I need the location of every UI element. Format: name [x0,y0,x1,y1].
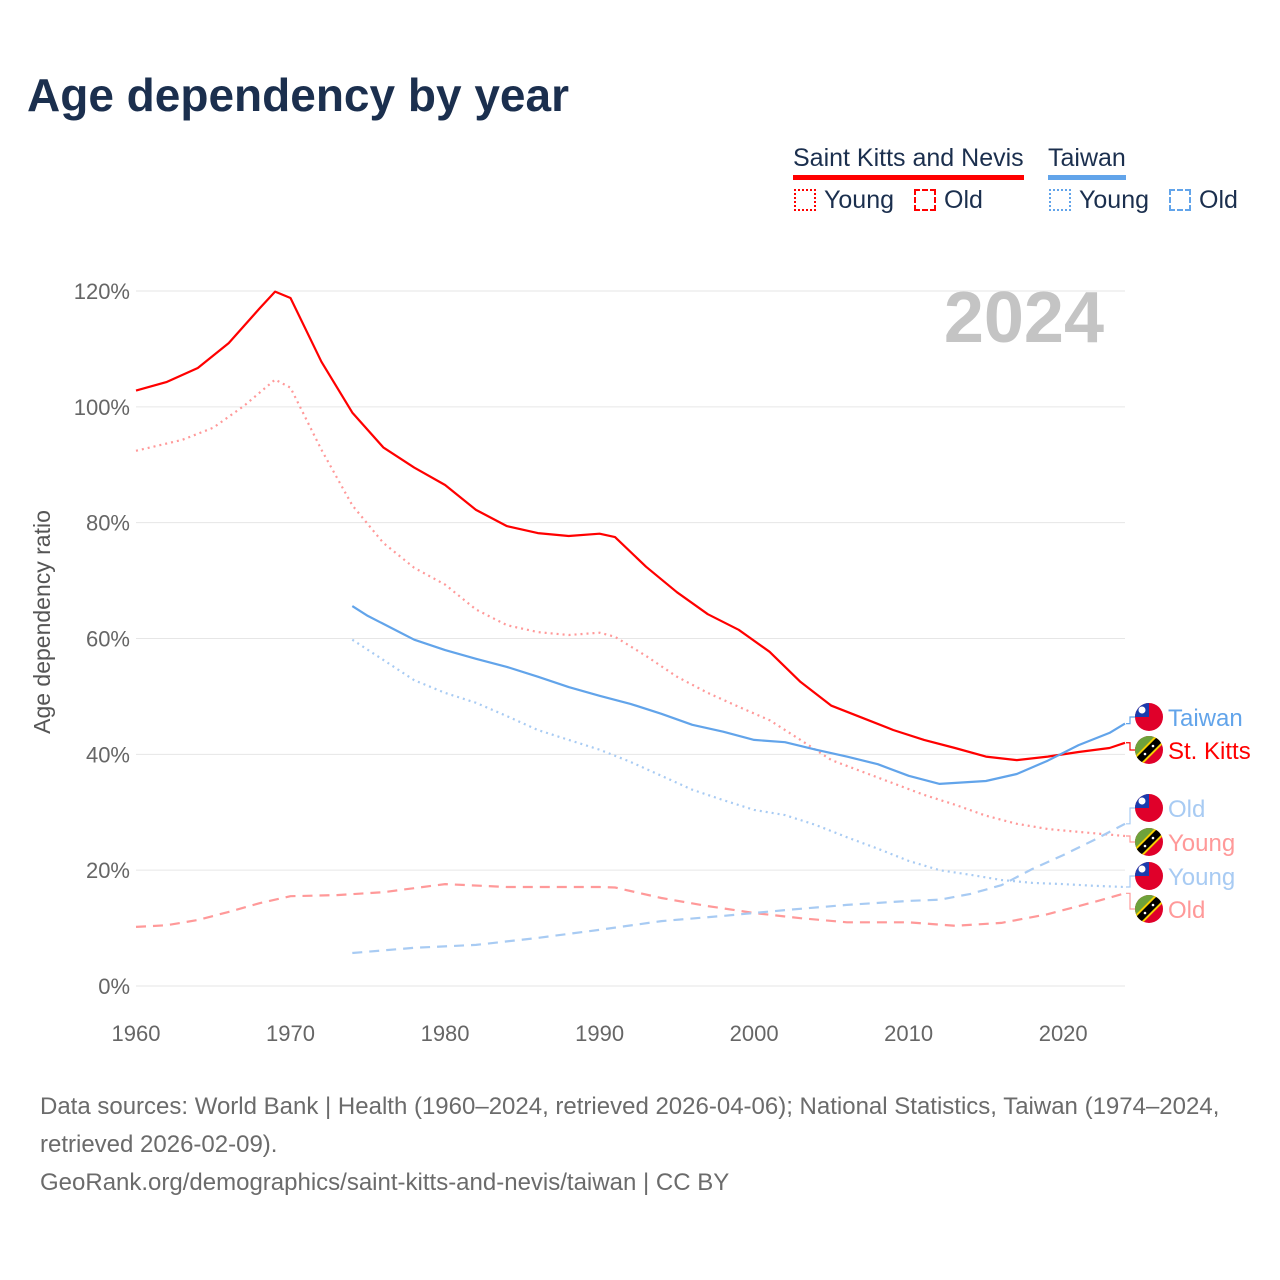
series-line-saint-kitts-and-nevis-young [135,378,1126,838]
y-tick-label: 80% [86,511,130,536]
y-tick-label: 100% [74,395,130,420]
saint-kitts-flag-icon [1133,893,1165,925]
series-line-taiwan-old [352,822,1126,955]
saint-kitts-flag-icon [1133,734,1165,766]
legend-group-taiwan[interactable]: Taiwan [1048,144,1126,180]
series-line-saint-kitts-and-nevis-old [135,883,1126,928]
taiwan-flag-icon [1135,703,1163,731]
y-tick-label: 40% [86,742,130,767]
y-tick-label: 0% [98,974,130,999]
y-tick-label: 120% [74,279,130,304]
taiwan-flag-icon [1135,794,1163,822]
taiwan-flag-icon [1135,862,1163,890]
x-tick-label: 2000 [730,1021,779,1046]
end-label: St. Kitts [1168,738,1251,765]
legend-swatch-dotted [1049,189,1071,211]
legend-item-skn-old[interactable]: Old [944,186,983,214]
legend-swatch-dotted [794,189,816,211]
y-axis-label: Age dependency ratio [29,510,55,734]
end-label: Young [1168,864,1235,891]
label-connector [1126,716,1136,725]
y-tick-label: 60% [86,627,130,652]
x-tick-label: 1970 [266,1021,315,1046]
legend-item-skn-young[interactable]: Young [824,186,894,214]
x-tick-label: 2020 [1039,1021,1088,1046]
series-line-saint-kitts-and-nevis [135,290,1126,762]
label-connector [1126,807,1136,825]
y-tick-label: 20% [86,858,130,883]
saint-kitts-flag-icon [1133,826,1165,858]
end-label: Old [1168,796,1205,823]
legend-swatch-dashed [1169,189,1191,211]
end-label: Taiwan [1168,705,1243,732]
year-watermark: 2024 [944,278,1104,358]
legend-group-saint-kitts[interactable]: Saint Kitts and Nevis [793,144,1024,180]
x-tick-label: 1960 [112,1021,161,1046]
attribution-link[interactable]: GeoRank.org/demographics/saint-kitts-and… [40,1169,730,1196]
end-label: Young [1168,830,1235,857]
label-connector [1126,742,1136,751]
legend-item-tw-young[interactable]: Young [1079,186,1149,214]
x-tick-label: 1980 [421,1021,470,1046]
footer: Data sources: World Bank | Health (1960–… [40,1088,1250,1202]
chart-title: Age dependency by year [27,69,569,121]
data-sources: Data sources: World Bank | Health (1960–… [40,1093,1220,1158]
series-line-taiwan [351,605,1126,785]
label-connector [1126,892,1136,910]
label-connector [1126,835,1136,843]
x-tick-label: 2010 [884,1021,933,1046]
legend-item-tw-old[interactable]: Old [1199,186,1238,214]
end-label: Old [1168,897,1205,924]
x-tick-label: 1990 [575,1021,624,1046]
legend-swatch-dashed [914,189,936,211]
label-connector [1126,875,1136,888]
series-line-taiwan-young [351,638,1126,889]
